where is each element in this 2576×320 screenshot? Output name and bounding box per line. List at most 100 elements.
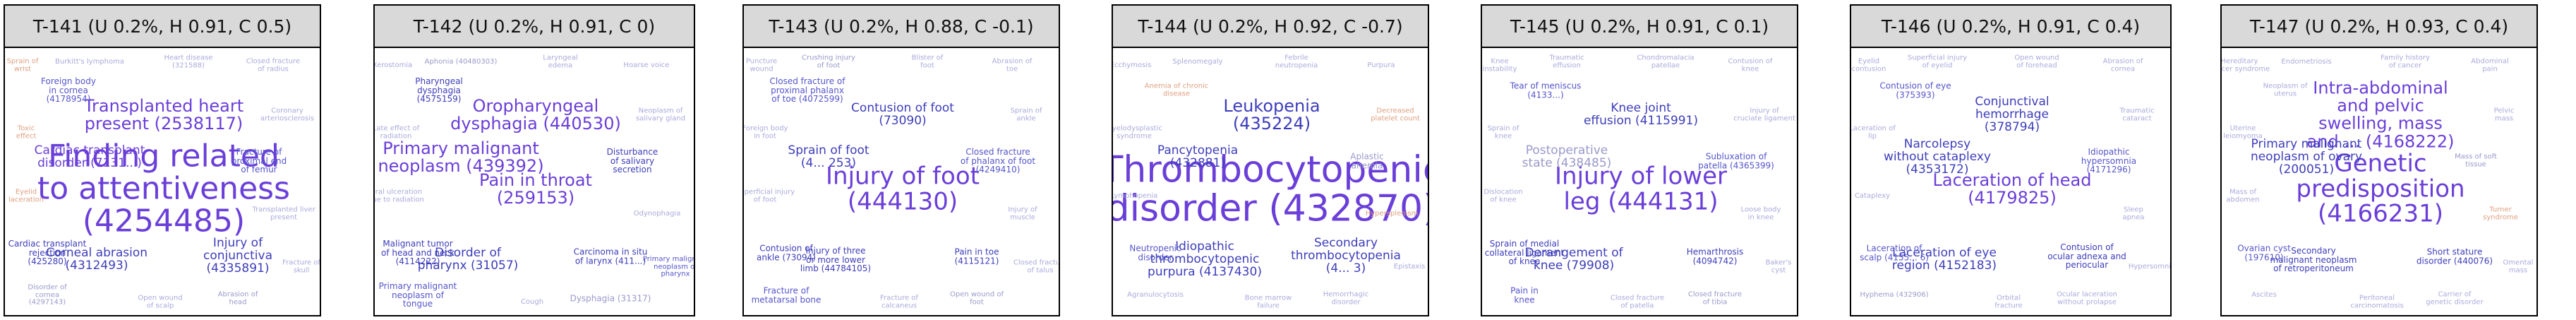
topic-panel: T-147 (U 0.2%, H 0.93, C 0.4) Genetic pre…: [2220, 4, 2538, 316]
cloud-term: Hereditary cancer syndrome: [2222, 57, 2270, 73]
cloud-term: Primary malignant neoplasm of tongue: [378, 281, 457, 309]
cloud-term: Oral ulceration due to radiation: [375, 188, 424, 203]
cloud-term: Open wound of foot: [949, 290, 1004, 306]
cloud-term: Hemorrhagic disorder: [1323, 290, 1369, 306]
cloud-term: Sprain of wrist: [6, 57, 39, 73]
cloud-term: Hypersomnia: [2128, 262, 2170, 271]
cloud-term: Laryngeal edema: [543, 54, 578, 69]
cloud-term: Sprain of foot (4... 253): [788, 143, 869, 170]
cloud-term: Bone marrow failure: [1244, 294, 1292, 309]
cloud-term: Epistaxis: [1393, 262, 1426, 271]
cloud-term: Ocular laceration without prolapse: [2057, 290, 2117, 306]
cloud-term: Disturbance of salivary secretion: [606, 147, 658, 175]
cloud-term: Secondary thrombocytopenia (4... 3): [1291, 236, 1401, 275]
cloud-term: Injury of conjunctiva (4335891): [203, 236, 273, 275]
cloud-term: Laceration of lip: [1851, 124, 1896, 140]
cloud-term: Narcolepsy without cataplexy (4353172): [1884, 137, 1991, 177]
cloud-term: Malignant tumor of head and neck (411422…: [380, 239, 455, 267]
panel-title: T-143 (U 0.2%, H 0.88, C -0.1): [744, 6, 1059, 48]
word-cloud: Injury of foot (444130) Contusion of foot…: [744, 48, 1059, 315]
cloud-term: Dysphagia (31317): [570, 293, 651, 304]
cloud-term: Contusion of ankle (73094): [757, 243, 816, 262]
cloud-term: Family history of cancer: [2381, 54, 2430, 69]
cloud-term: Hypersplenism: [1365, 209, 1419, 218]
panel-title: T-141 (U 0.2%, H 0.91, C 0.5): [5, 6, 320, 48]
cloud-term: Oropharyngeal dysphagia (440530): [450, 95, 621, 134]
cloud-term: Derangement of knee (79908): [1524, 246, 1623, 273]
cloud-term: Closed fracture of tibia: [1687, 290, 1743, 306]
cloud-term: Neutropenic disorder: [1129, 243, 1181, 262]
cloud-term: Finding related to attentiveness (425448…: [37, 138, 290, 240]
cloud-term: Uterine leiomyoma: [2223, 124, 2263, 140]
cloud-term: Myelodysplastic syndrome: [1113, 124, 1162, 140]
topic-panel: T-141 (U 0.2%, H 0.91, C 0.5) Finding rel…: [4, 4, 321, 316]
cloud-term: Knee instability: [1482, 57, 1517, 73]
cloud-term: Open wound of scalp: [138, 294, 183, 309]
cloud-term: Aplastic anemia: [1350, 151, 1384, 170]
cloud-term: Turner syndrome: [2483, 206, 2518, 221]
cloud-term: Abrasion of toe: [992, 57, 1033, 73]
word-cloud: Thrombocytopenic disorder (432870) Leukop…: [1113, 48, 1428, 315]
topic-panel: T-146 (U 0.2%, H 0.91, C 0.4) Laceration …: [1850, 4, 2172, 316]
cloud-term: Sprain of knee: [1487, 124, 1519, 140]
word-cloud: Pain in throat (259153) Oropharyngeal dys…: [375, 48, 694, 315]
cloud-term: Eyelid contusion: [1851, 57, 1886, 73]
cloud-term: Traumatic effusion: [1549, 54, 1584, 69]
cloud-term: Closed fracture of radius: [246, 57, 301, 73]
cloud-term: Primary malignant neoplasm of pharynx: [642, 255, 694, 278]
cloud-term: Endometriosis: [2281, 57, 2332, 66]
cloud-term: Foreign body in cornea (4178954): [41, 76, 96, 105]
cloud-term: Postoperative state (438485): [1522, 143, 1612, 170]
cloud-term: Dislocation of knee: [1483, 188, 1523, 203]
word-cloud: Genetic predisposition (4166231) Intra-ab…: [2222, 48, 2536, 315]
cloud-term: Disorder of pharynx (31057): [417, 246, 519, 273]
word-cloud: Finding related to attentiveness (425448…: [5, 48, 320, 315]
cloud-term: Fracture of skull: [282, 259, 320, 274]
cloud-term: Toxic effect: [16, 124, 37, 140]
cloud-term: Chondromalacia patellae: [1637, 54, 1695, 69]
cloud-term: Cardiac transplant disorder (7131...): [34, 143, 145, 170]
cloud-term: Lymphopenia: [1113, 191, 1158, 200]
cloud-term: Omental mass: [2503, 259, 2534, 274]
cloud-term: Closed fracture of phalanx of foot (4249…: [960, 147, 1036, 175]
cloud-term: Abrasion of head: [217, 290, 258, 306]
cloud-term: Abrasion of cornea: [2102, 57, 2143, 73]
cloud-term: Abdominal pain: [2471, 57, 2509, 73]
cloud-term: Peritoneal carcinomatosis: [2350, 294, 2404, 309]
cloud-term: Disorder of cornea (4297143): [28, 283, 67, 307]
cloud-term: Sleep apnea: [2122, 206, 2145, 221]
cloud-term: Burkitt's lymphoma: [55, 57, 124, 66]
cloud-term: Secondary malignant neoplasm of retroper…: [2270, 246, 2357, 274]
cloud-term: Injury of three or more lower limb (4478…: [800, 246, 872, 274]
word-cloud: Injury of lower leg (444131) Knee joint e…: [1482, 48, 1797, 315]
cloud-term: Pelvic mass: [2493, 107, 2515, 122]
cloud-term: Coronary arteriosclerosis: [260, 107, 315, 122]
cloud-term: Contusion of eye (375393): [1879, 81, 1951, 100]
cloud-term: Conjunctival hemorrhage (378794): [1975, 95, 2050, 134]
cloud-term: Fracture of metatarsal bone: [751, 285, 821, 304]
panel-title: T-144 (U 0.2%, H 0.92, C -0.7): [1113, 6, 1428, 48]
cloud-term: Primary malignant neoplasm of ovary (200…: [2250, 137, 2363, 177]
cloud-term: Transplanted liver present: [252, 206, 315, 221]
topic-panel: T-144 (U 0.2%, H 0.92, C -0.7) Thrombocyt…: [1112, 4, 1429, 316]
panel-title: T-146 (U 0.2%, H 0.91, C 0.4): [1851, 6, 2170, 48]
cloud-term: Cough: [520, 297, 544, 306]
cloud-term: Genetic predisposition (4166231): [2296, 149, 2465, 228]
cloud-term: Laceration of head (4179825): [1932, 170, 2092, 208]
cloud-term: Fracture of proximal end of femur: [231, 147, 287, 175]
cloud-term: Closed fracture of proximal phalanx of t…: [769, 76, 845, 105]
panel-title: T-142 (U 0.2%, H 0.91, C 0): [375, 6, 694, 48]
cloud-term: Odynophagia: [633, 209, 681, 218]
cloud-term: Xerostomia: [375, 61, 413, 69]
cloud-term: Hyphema (432906): [1860, 290, 1929, 299]
cloud-term: Idiopathic thrombocytopenic purpura (413…: [1148, 239, 1262, 279]
cloud-term: Laceration of scalp (4155... 6): [1860, 243, 1929, 262]
cloud-term: Laceration of eye region (4152183): [1891, 246, 1997, 273]
cloud-term: Injury of lower leg (444131): [1554, 162, 1728, 215]
cloud-term: Fracture of calcaneus: [880, 294, 918, 309]
cloud-term: Superficial injury of eyelid: [1907, 54, 1968, 69]
cloud-term: Pain in knee: [1510, 285, 1539, 304]
cloud-term: Foreign body in foot: [744, 124, 788, 140]
word-cloud: Laceration of head (4179825) Conjunctival…: [1851, 48, 2170, 315]
cloud-term: Sprain of ankle: [1010, 107, 1042, 122]
